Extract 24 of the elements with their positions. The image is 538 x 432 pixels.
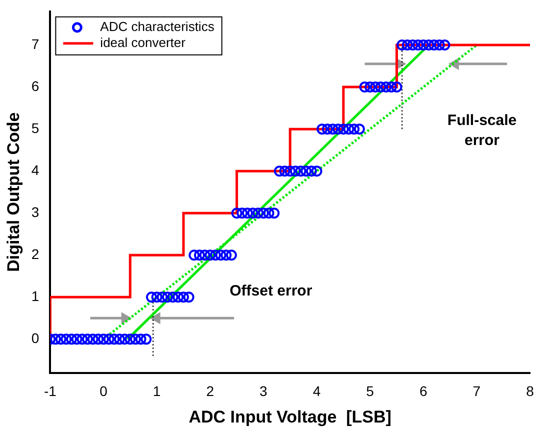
x-tick-label: 8 [526,383,534,400]
y-tick-label: 7 [31,36,40,52]
legend-label: ideal converter [100,34,186,50]
x-tick-label: 3 [260,383,268,400]
y-tick-label: 4 [31,162,40,178]
y-tick-label: 3 [31,204,40,220]
x-tick-label: 1 [152,383,161,400]
y-tick-label: 2 [31,246,40,262]
y-axis-title: Digital Output Code [4,112,23,272]
x-axis-title: ADC Input Voltage [LSB] [188,407,392,426]
y-tick-label: 5 [31,120,40,136]
x-tick-label: -1 [44,383,57,400]
x-tick-label: 0 [100,383,108,400]
annotation: Offset error [230,282,312,300]
x-tick-label: 6 [419,383,428,400]
x-tick-label: 4 [312,383,321,400]
legend-label: ADC characteristics [100,18,215,34]
y-tick-label: 0 [31,330,40,346]
y-tick-label: 6 [31,78,40,94]
annotation: Full-scale error [447,112,517,149]
x-tick-label: 5 [366,383,374,400]
x-tick-label: 2 [206,383,214,400]
y-tick-label: 1 [31,288,40,304]
x-tick-label: 7 [472,383,481,400]
